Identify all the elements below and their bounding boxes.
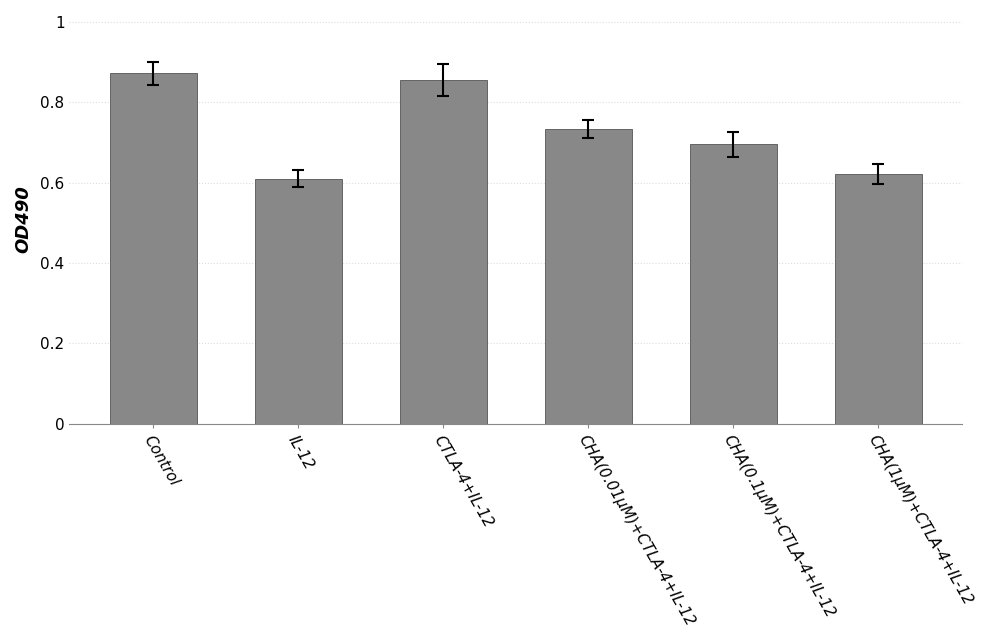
Bar bbox=[545, 129, 632, 424]
Bar bbox=[110, 73, 197, 424]
Y-axis label: OD490: OD490 bbox=[14, 185, 32, 253]
Bar bbox=[400, 80, 487, 424]
Bar bbox=[690, 145, 777, 424]
Bar bbox=[835, 174, 922, 424]
Bar bbox=[255, 179, 342, 424]
